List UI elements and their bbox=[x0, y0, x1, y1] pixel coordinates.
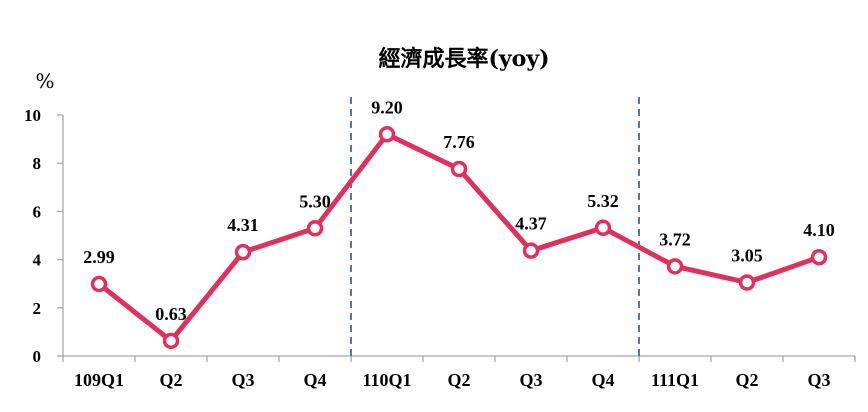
data-label: 0.63 bbox=[155, 304, 187, 324]
x-tick-label: Q3 bbox=[519, 370, 542, 390]
data-point bbox=[378, 126, 396, 143]
data-label: 9.20 bbox=[371, 97, 403, 117]
data-point bbox=[594, 219, 612, 237]
y-tick-label: 4 bbox=[33, 251, 42, 270]
data-label: 5.30 bbox=[299, 191, 331, 211]
y-axis-unit-label: % bbox=[35, 69, 54, 93]
y-tick-label: 2 bbox=[33, 299, 42, 318]
data-label: 5.32 bbox=[587, 191, 619, 211]
chart-title: 經濟成長率(yoy) bbox=[378, 46, 549, 72]
y-tick-label: 6 bbox=[33, 202, 42, 221]
data-label: 2.99 bbox=[83, 247, 115, 267]
x-tick-label: Q4 bbox=[303, 370, 326, 390]
x-tick-label: 109Q1 bbox=[74, 370, 124, 390]
data-label: 4.37 bbox=[515, 214, 547, 234]
x-tick-label: Q2 bbox=[159, 370, 182, 390]
y-tick-label: 10 bbox=[24, 106, 41, 125]
data-point bbox=[666, 258, 684, 275]
data-point bbox=[162, 332, 180, 350]
data-point bbox=[234, 243, 252, 261]
x-tick-label: Q2 bbox=[447, 370, 470, 390]
y-tick-label: 0 bbox=[33, 347, 42, 366]
x-tick-label: 110Q1 bbox=[362, 370, 411, 390]
data-point bbox=[450, 160, 468, 178]
data-point bbox=[90, 275, 108, 293]
x-tick-label: 111Q1 bbox=[651, 370, 699, 390]
data-markers bbox=[90, 126, 828, 350]
data-label: 4.31 bbox=[227, 215, 259, 235]
data-point bbox=[738, 274, 756, 291]
x-tick-label: Q3 bbox=[231, 370, 254, 390]
x-tick-label: Q4 bbox=[591, 370, 614, 390]
data-label: 4.10 bbox=[803, 220, 835, 240]
data-point bbox=[306, 220, 324, 237]
x-tick-labels: 109Q1 Q2 Q3 Q4 110Q1 Q2 Q3 Q4 111Q1 Q2 Q3 bbox=[74, 370, 831, 390]
data-labels: 2.99 0.63 4.31 5.30 9.20 7.76 4.37 5.32 3.72 3.05… bbox=[83, 97, 835, 324]
y-tick-label: 8 bbox=[33, 154, 42, 173]
data-label: 3.05 bbox=[731, 245, 763, 265]
data-label: 7.76 bbox=[443, 132, 475, 152]
data-label: 3.72 bbox=[659, 229, 691, 249]
axes bbox=[57, 114, 856, 362]
data-point bbox=[522, 242, 540, 259]
data-point bbox=[810, 248, 828, 266]
y-tick-labels: 0 2 4 6 8 10 bbox=[24, 106, 42, 366]
x-tick-label: Q3 bbox=[807, 370, 830, 390]
x-tick-label: Q2 bbox=[735, 370, 758, 390]
